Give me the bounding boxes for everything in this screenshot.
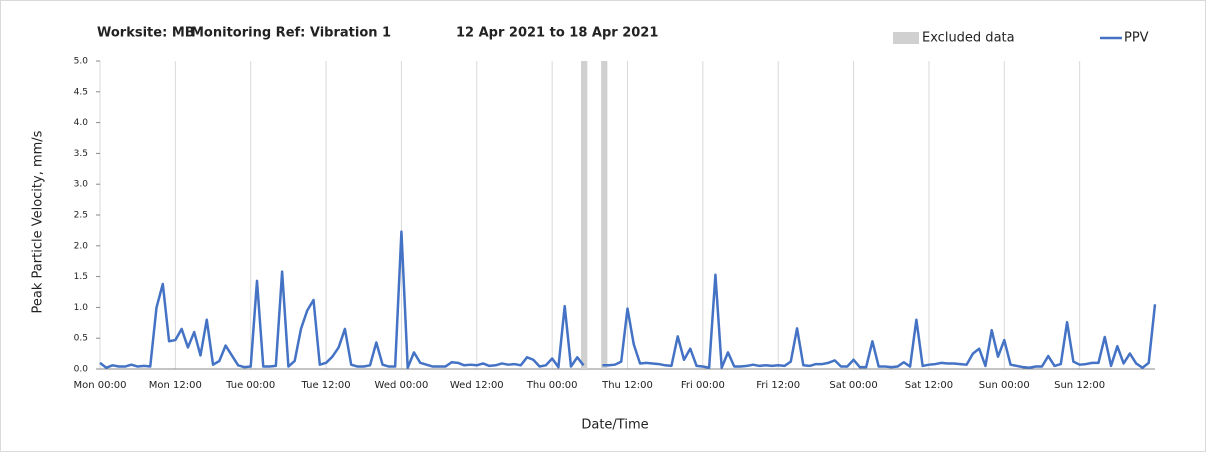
y-tick-label: 0.5 xyxy=(74,334,88,344)
title-ref: Monitoring Ref: Vibration 1 xyxy=(191,26,391,41)
x-tick-label: Sun 00:00 xyxy=(979,380,1030,391)
y-tick-label: 2.0 xyxy=(74,241,89,251)
excluded-band xyxy=(601,61,608,369)
x-tick-label: Sat 12:00 xyxy=(905,380,953,391)
y-tick-label: 4.5 xyxy=(74,87,88,97)
x-tick-label: Thu 12:00 xyxy=(601,380,653,391)
legend-swatch-excluded xyxy=(893,32,919,44)
y-tick-label: 1.5 xyxy=(74,272,88,282)
x-tick-label: Sat 00:00 xyxy=(829,380,877,391)
y-tick-label: 1.0 xyxy=(74,303,89,313)
legend-label: PPV xyxy=(1124,31,1149,46)
y-tick-label: 5.0 xyxy=(74,57,89,67)
y-tick-label: 2.5 xyxy=(74,211,88,221)
x-axis-label: Date/Time xyxy=(581,418,648,433)
x-tick-label: Fri 12:00 xyxy=(756,380,800,391)
legend-label: Excluded data xyxy=(922,31,1015,46)
x-tick-label: Tue 12:00 xyxy=(301,380,351,391)
y-tick-label: 0.0 xyxy=(74,365,89,375)
x-tick-label: Mon 12:00 xyxy=(149,380,202,391)
x-tick-label: Tue 00:00 xyxy=(225,380,275,391)
x-tick-label: Fri 00:00 xyxy=(681,380,725,391)
title-worksite: Worksite: MB xyxy=(97,26,195,41)
ppv-line xyxy=(99,230,1157,370)
y-tick-label: 3.0 xyxy=(74,180,89,190)
x-tick-label: Thu 00:00 xyxy=(526,380,578,391)
y-tick-label: 4.0 xyxy=(74,118,89,128)
y-axis-label: Peak Particle Velocity, mm/s xyxy=(31,130,46,313)
y-tick-label: 3.5 xyxy=(74,149,88,159)
excluded-band xyxy=(581,61,588,369)
x-tick-label: Sun 12:00 xyxy=(1054,380,1105,391)
x-tick-label: Wed 12:00 xyxy=(450,380,504,391)
x-tick-label: Wed 00:00 xyxy=(375,380,429,391)
title-dates: 12 Apr 2021 to 18 Apr 2021 xyxy=(456,26,658,41)
x-tick-label: Mon 00:00 xyxy=(73,380,126,391)
